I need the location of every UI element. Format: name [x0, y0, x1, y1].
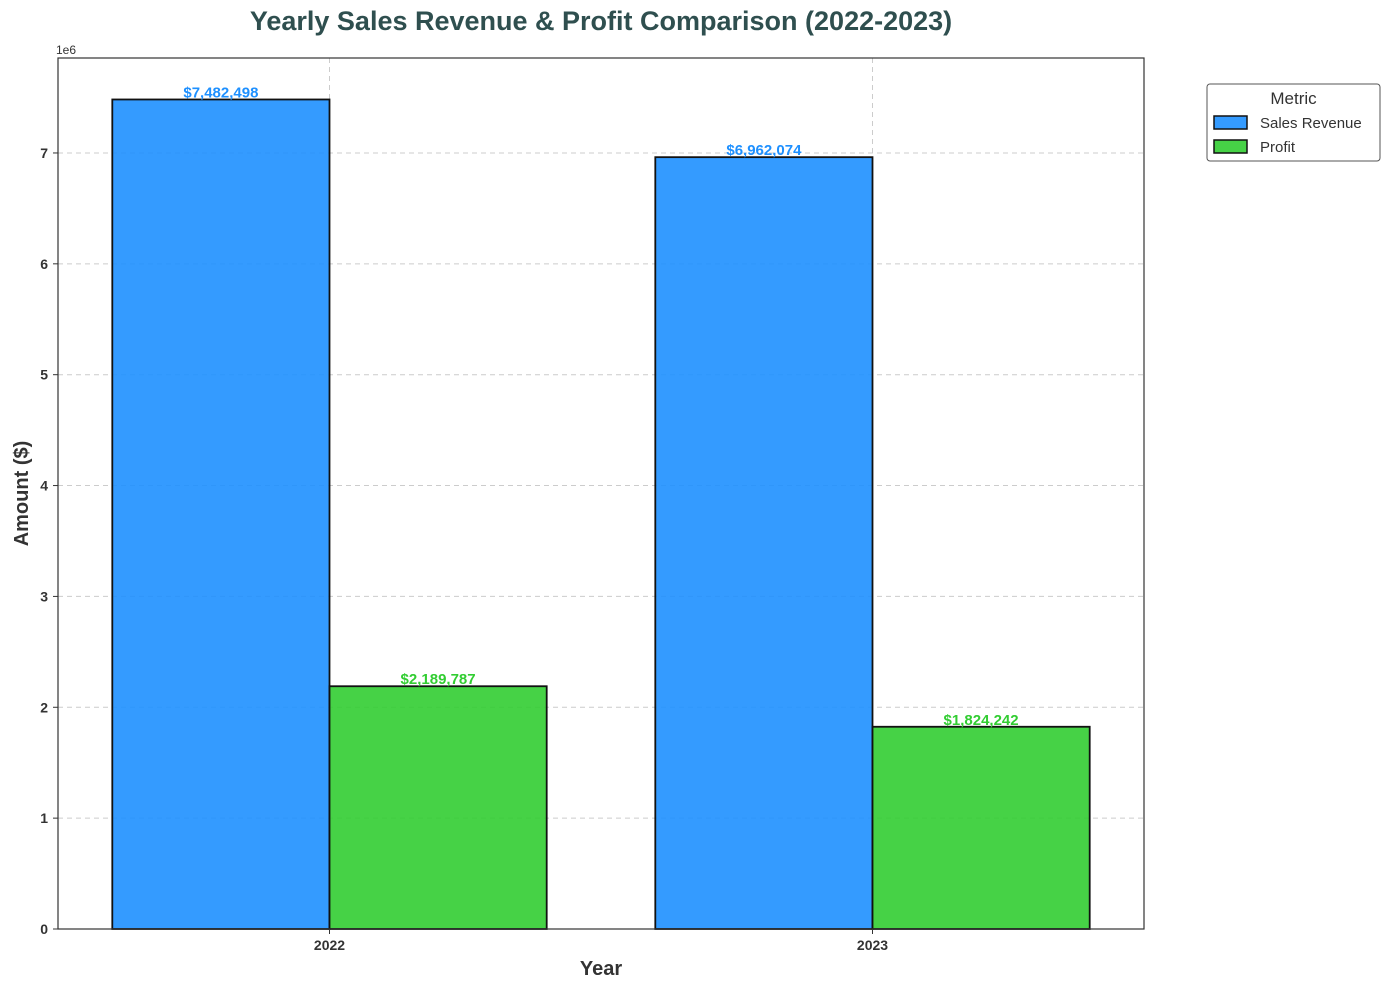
y-tick-label: 1: [40, 810, 48, 826]
legend-swatch-sales-revenue: [1213, 115, 1248, 130]
y-axis-offset-label: 1e6: [56, 43, 76, 57]
axes: 0 1 2 3 4 5 6 7 2022 2023: [40, 145, 888, 953]
legend-label-sales-revenue: Sales Revenue: [1260, 115, 1362, 132]
y-tick-label: 7: [40, 145, 48, 161]
y-axis-label: Amount ($): [11, 441, 33, 547]
bar-profit-2022: [328, 685, 548, 930]
x-axis-label: Year: [580, 958, 622, 980]
y-tick-label: 5: [40, 367, 48, 383]
legend: Metric Sales Revenue Profit: [1206, 83, 1381, 162]
y-tick-label: 0: [40, 921, 48, 937]
legend-box: [1206, 83, 1381, 162]
data-labels: $7,482,498 $6,962,074 $2,189,787 $1,824,242: [183, 84, 1018, 728]
chart-title: Yearly Sales Revenue & Profit Comparison…: [250, 6, 952, 36]
x-tick-label: 2023: [857, 937, 888, 953]
legend-label-profit: Profit: [1260, 139, 1296, 156]
data-label-profit-2023: $1,824,242: [944, 712, 1019, 729]
bar-profit-2023: [871, 725, 1091, 930]
bars: [111, 98, 1091, 930]
data-label-sales-revenue-2023: $6,962,074: [726, 142, 802, 159]
bar-sales-revenue-2023: [654, 156, 874, 930]
x-tick-label: 2022: [314, 937, 345, 953]
y-tick-label: 3: [40, 588, 48, 604]
legend-items: Sales Revenue Profit: [1213, 115, 1362, 156]
y-tick-label: 6: [40, 256, 48, 272]
data-label-profit-2022: $2,189,787: [401, 671, 476, 688]
y-tick-label: 2: [40, 699, 48, 715]
legend-swatch-profit: [1213, 139, 1248, 154]
y-tick-label: 4: [40, 478, 48, 494]
data-label-sales-revenue-2022: $7,482,498: [183, 84, 258, 101]
legend-title: Metric: [1270, 89, 1317, 108]
bar-sales-revenue-2022: [111, 98, 331, 930]
plot-frame: [57, 57, 1145, 930]
